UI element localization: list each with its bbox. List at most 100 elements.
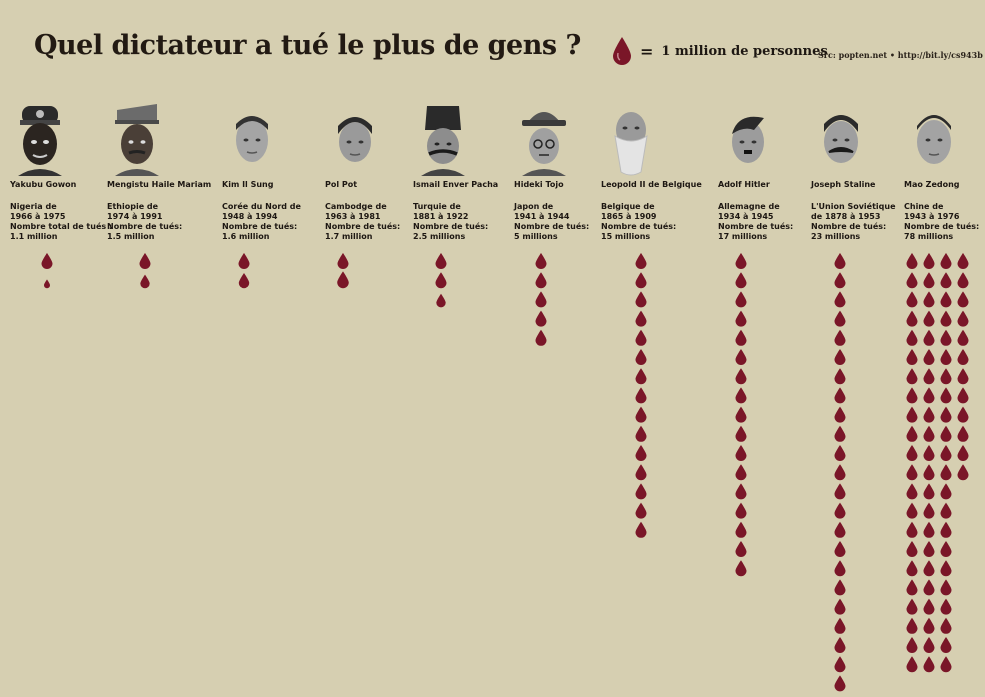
blood-drop-mark xyxy=(834,368,846,385)
dictator-column: Leopold II de Belgique Belgique de 1865 … xyxy=(601,100,702,242)
blood-drop-mark xyxy=(635,310,647,327)
dictator-column: Adolf Hitler Allemagne de 1934 à 1945 No… xyxy=(718,100,793,242)
dictator-column: Ismail Enver Pacha Turquie de 1881 à 192… xyxy=(413,100,498,242)
blood-drop-mark xyxy=(957,272,969,289)
blood-drop-mark xyxy=(906,521,918,538)
portrait-icon xyxy=(338,117,372,162)
blood-drop-mark xyxy=(940,637,952,654)
dictator-name: Leopold II de Belgique xyxy=(601,180,702,189)
blood-drop-mark xyxy=(923,406,935,423)
dictator-name: Kim Il Sung xyxy=(222,180,274,189)
blood-drop-mark xyxy=(635,502,647,519)
blood-drop-mark xyxy=(635,349,647,366)
killed-value: 17 millions xyxy=(718,232,768,241)
blood-drop-mark xyxy=(957,387,969,404)
blood-drop-mark xyxy=(735,349,747,366)
portrait-icon xyxy=(18,106,62,176)
dictator-name: Pol Pot xyxy=(325,180,358,189)
blood-drop-mark xyxy=(635,521,647,538)
blood-drop-mark xyxy=(735,560,747,577)
blood-drop-mark xyxy=(834,656,846,673)
portrait-icon xyxy=(917,115,951,164)
killed-value: 2.5 millions xyxy=(413,232,466,241)
blood-drop-mark xyxy=(834,617,846,634)
blood-drop-mark xyxy=(735,329,747,346)
blood-drop-mark xyxy=(906,502,918,519)
blood-drop-mark xyxy=(940,541,952,557)
blood-drop-mark xyxy=(940,464,952,481)
blood-drop-mark xyxy=(906,464,918,481)
dictator-column: Kim Il Sung Corée du Nord de 1948 à 1994… xyxy=(222,100,301,242)
killed-label: Nombre total de tués : xyxy=(10,222,113,231)
blood-drop-mark xyxy=(906,598,918,615)
dictator-country: Chine de xyxy=(904,202,944,211)
blood-drop-mark xyxy=(923,598,935,615)
blood-drop-mark xyxy=(735,387,747,404)
blood-drop-mark xyxy=(635,272,647,289)
dictator-period: 1948 à 1994 xyxy=(222,212,278,221)
dictator-name: Adolf Hitler xyxy=(718,180,770,189)
blood-drop-mark xyxy=(635,329,647,346)
dictator-period: de 1878 à 1953 xyxy=(811,212,881,221)
blood-drop-mark xyxy=(940,579,952,596)
killed-label: Nombre de tués: xyxy=(904,222,980,231)
blood-drop-mark xyxy=(834,272,846,289)
blood-drop-mark xyxy=(834,445,846,461)
killed-label: Nombre de tués: xyxy=(107,222,183,231)
blood-drop-mark xyxy=(140,274,150,289)
dictator-period: 1963 à 1981 xyxy=(325,212,381,221)
blood-drop-mark xyxy=(735,541,747,557)
legend-equals: = xyxy=(640,41,654,61)
blood-drop-mark xyxy=(906,637,918,654)
blood-drop-mark xyxy=(435,272,447,289)
blood-drop-mark xyxy=(834,541,846,557)
blood-drop-mark xyxy=(940,329,952,346)
blood-drop-mark xyxy=(635,368,647,385)
blood-drop-mark xyxy=(635,464,647,481)
killed-value: 1.6 million xyxy=(222,232,270,241)
blood-drop-mark xyxy=(923,291,935,308)
blood-drop-mark xyxy=(940,521,952,538)
blood-drop-mark xyxy=(906,579,918,596)
blood-drop-mark xyxy=(435,253,447,269)
blood-drop-mark xyxy=(923,656,935,673)
source-credit: Src: popten.net • http://bit.ly/cs943b xyxy=(818,50,983,60)
blood-drop-mark xyxy=(940,617,952,634)
portrait-icon xyxy=(115,104,159,176)
dictator-country: Cambodge de xyxy=(325,202,387,211)
dictator-column: Hideki Tojo Japon de 1941 à 1944 Nombre … xyxy=(514,100,589,242)
blood-drop-mark xyxy=(957,464,969,481)
dictator-column: Mao Zedong Chine de 1943 à 1976 Nombre d… xyxy=(904,100,979,242)
blood-drop-mark xyxy=(834,291,846,308)
blood-drop-mark xyxy=(940,253,952,269)
blood-drop-mark xyxy=(834,310,846,327)
portrait-icon xyxy=(732,116,764,163)
blood-drop-mark xyxy=(940,349,952,366)
blood-drop-mark xyxy=(906,483,918,500)
killed-value: 1.5 million xyxy=(107,232,155,241)
dictator-period: 1974 à 1991 xyxy=(107,212,163,221)
blood-drop-mark xyxy=(834,598,846,615)
blood-drop-mark xyxy=(906,445,918,461)
killed-value: 1.7 million xyxy=(325,232,373,241)
blood-drop-mark xyxy=(940,656,952,673)
blood-drop-mark xyxy=(940,598,952,615)
blood-drop-mark xyxy=(139,253,151,269)
blood-drop-mark xyxy=(535,253,547,269)
blood-drop-mark xyxy=(940,425,952,442)
blood-drop-mark xyxy=(834,425,846,442)
blood-drop-mark xyxy=(957,329,969,346)
blood-drop-mark xyxy=(834,502,846,519)
blood-drop-mark xyxy=(834,349,846,366)
blood-drop-mark xyxy=(957,445,969,461)
killed-label: Nombre de tués: xyxy=(601,222,677,231)
blood-drop-mark xyxy=(735,406,747,423)
dictator-column: Mengistu Haile Mariam Ethiopie de 1974 à… xyxy=(107,100,211,242)
blood-drop-mark xyxy=(906,272,918,289)
blood-drop-mark xyxy=(923,445,935,461)
blood-drop-mark xyxy=(635,387,647,404)
killed-label: Nombre de tués: xyxy=(325,222,401,231)
blood-drop-mark xyxy=(906,310,918,327)
blood-drop-mark xyxy=(735,425,747,442)
blood-drop-mark xyxy=(940,406,952,423)
